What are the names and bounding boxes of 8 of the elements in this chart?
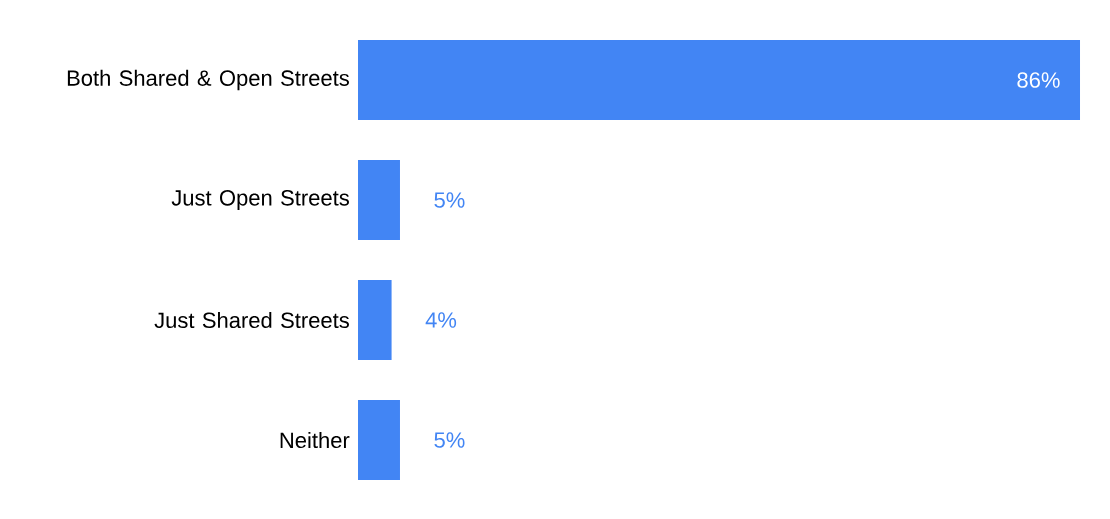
data-label: 5% [434, 432, 465, 448]
y-tick-label: Just Shared Streets [154, 311, 349, 329]
data-label: 5% [434, 192, 465, 208]
y-tick-label: Both Shared & Open Streets [67, 69, 349, 91]
data-label: 4% [425, 312, 457, 328]
y-tick-label: Just Open Streets [171, 190, 349, 210]
y-tick-label: Neither [280, 431, 350, 449]
data-label: 86% [1017, 72, 1060, 88]
